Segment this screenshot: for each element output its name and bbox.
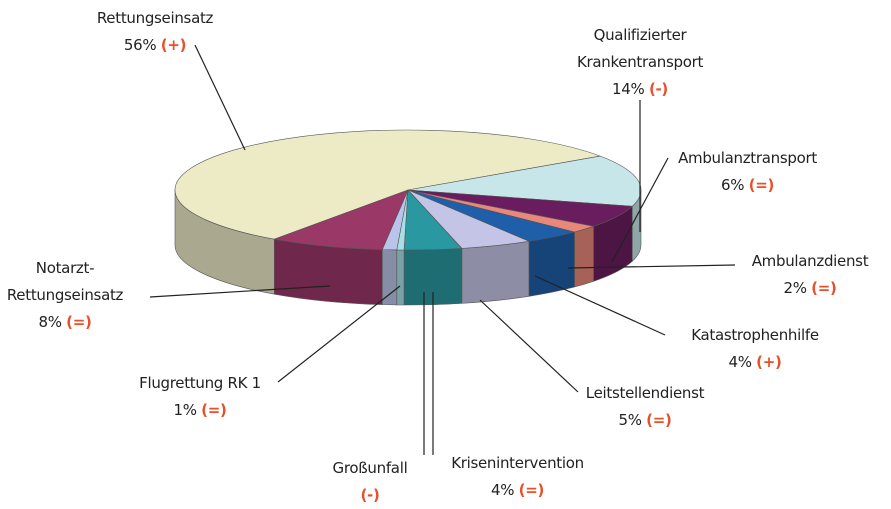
value-label: 4% — [490, 481, 515, 499]
trend-label: (=) — [748, 176, 775, 194]
trend-label: (=) — [811, 279, 837, 297]
leader-line — [611, 157, 669, 263]
leader-line — [567, 264, 736, 269]
slice-label: Katastrophenhilfe 4% (+) — [660, 322, 850, 376]
leader-line — [479, 299, 579, 393]
leader-line — [534, 275, 666, 336]
category-label: Ambulanztransport — [678, 149, 817, 167]
leader-line — [149, 285, 331, 298]
value-label: 8% — [38, 313, 62, 331]
category-label: Notarzt-Rettungseinsatz — [6, 259, 124, 304]
trend-label: (-) — [360, 486, 380, 504]
value-line: 8% (=) — [0, 309, 130, 336]
slice-side — [396, 249, 405, 306]
slice-label: Großunfall (-) — [320, 455, 420, 509]
category-label: Katastrophenhilfe — [691, 326, 819, 344]
trend-label: (+) — [160, 36, 187, 54]
value-line: 6% (=) — [660, 172, 835, 199]
slice-label: Ambulanztransport 6% (=) — [660, 145, 835, 199]
slice-side — [528, 231, 575, 297]
value-label: 1% — [173, 401, 197, 419]
slice-label: Ambulanzdienst 2% (=) — [730, 248, 890, 302]
slice-label: Qualifizierter Krankentransport 14% (-) — [560, 22, 720, 103]
value-line: 5% (=) — [560, 407, 730, 434]
slice-side — [574, 225, 594, 288]
value-label: 5% — [618, 411, 642, 429]
value-line: 14% (-) — [560, 76, 720, 103]
slice-side — [381, 249, 398, 306]
trend-label: (-) — [648, 80, 668, 98]
value-line: 4% (+) — [660, 349, 850, 376]
slice — [407, 155, 642, 207]
value-line: 1% (=) — [110, 397, 290, 424]
trend-label: (=) — [66, 313, 92, 331]
leader-line — [194, 44, 246, 151]
value-line: 4% (=) — [430, 477, 605, 504]
trend-label: (=) — [646, 411, 672, 429]
slice-side — [461, 240, 530, 304]
category-label: Flugrettung RK 1 — [139, 374, 261, 392]
value-label: 4% — [728, 353, 752, 371]
trend-label: (=) — [518, 481, 545, 499]
value-line: 2% (=) — [730, 275, 890, 302]
value-label: 2% — [783, 279, 807, 297]
slice-label: Leitstellendienst 5% (=) — [560, 380, 730, 434]
slice-label: Krisenintervention 4% (=) — [430, 450, 605, 504]
value-line: (-) — [320, 482, 420, 509]
value-line: 56% (+) — [80, 32, 230, 59]
leader-line — [277, 285, 401, 383]
category-label: Großunfall — [332, 459, 408, 477]
category-label: Rettungseinsatz — [96, 9, 214, 27]
slice-label: Rettungseinsatz 56% (+) — [80, 5, 230, 59]
category-label: Qualifizierter Krankentransport — [576, 26, 704, 71]
category-label: Ambulanzdienst — [751, 252, 869, 270]
value-label: 14% — [612, 80, 645, 98]
slice-label: Flugrettung RK 1 1% (=) — [110, 370, 290, 424]
trend-label: (+) — [756, 353, 782, 371]
trend-label: (=) — [201, 401, 227, 419]
value-label: 56% — [123, 36, 157, 54]
category-label: Krisenintervention — [451, 454, 584, 472]
category-label: Leitstellendienst — [585, 384, 705, 402]
value-label: 6% — [720, 176, 745, 194]
slice — [273, 189, 409, 250]
slice-label: Notarzt-Rettungseinsatz 8% (=) — [0, 255, 130, 336]
